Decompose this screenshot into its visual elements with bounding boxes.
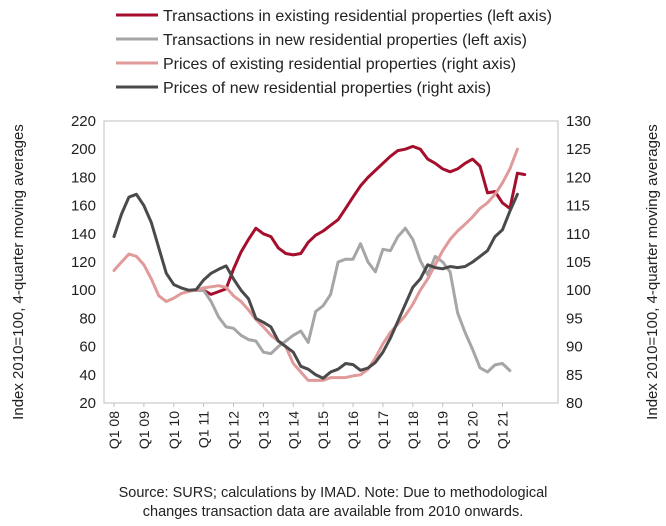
series-line-transactions-in-new-residential-properties: [194, 226, 512, 374]
y-right-tick-label: 95: [566, 310, 583, 327]
y-left-tick-label: 120: [71, 254, 96, 271]
series-line-prices-of-new-residential-properties: [112, 192, 519, 380]
series-layer: [112, 144, 527, 382]
series-line-prices-of-existing-residential-properties: [112, 147, 519, 382]
y-left-tick-label: 140: [71, 226, 96, 243]
y-right-tick-label: 125: [566, 141, 591, 158]
y-left-tick-label: 220: [71, 113, 96, 130]
x-tick-label: Q1 09: [136, 411, 152, 449]
x-tick-label: Q1 15: [315, 411, 331, 449]
y-left-tick-label: 40: [79, 367, 96, 384]
x-tick-label: Q1 10: [166, 411, 182, 449]
x-tick-label: Q1 08: [106, 411, 122, 449]
y-right-tick-label: 90: [566, 339, 583, 356]
y-left-tick-label: 200: [71, 141, 96, 158]
legend-label: Prices of new residential properties (ri…: [163, 80, 491, 97]
y-right-tick-label: 85: [566, 367, 583, 384]
series-line-transactions-in-existing-residential-properties: [194, 144, 527, 296]
x-tick-label: Q1 14: [285, 411, 301, 449]
y-left-tick-label: 80: [79, 310, 96, 327]
x-tick-label: Q1 19: [435, 411, 451, 449]
y-left-tick-label: 100: [71, 282, 96, 299]
y-axis-right-title: Index 2010=100, 4-quarter moving average…: [644, 124, 661, 420]
plot-frame: [103, 120, 559, 404]
legend: Transactions in existing residential pro…: [116, 8, 552, 97]
legend-label: Prices of existing residential propertie…: [163, 56, 516, 73]
y-left-tick-label: 160: [71, 198, 96, 215]
y-right-tick-label: 100: [566, 282, 591, 299]
y-right-tick-label: 115: [566, 198, 590, 215]
y-axis-left-title: Index 2010=100, 4-quarter moving average…: [10, 124, 27, 420]
x-tick-label: Q1 12: [226, 411, 242, 449]
legend-label: Transactions in new residential properti…: [163, 32, 527, 49]
axes: 20 40 60 80 100 120 140 160 180 200 220 80 85 90 95 100…: [71, 113, 591, 449]
x-tick-label: Q1 17: [375, 411, 391, 449]
legend-label: Transactions in existing residential pro…: [163, 8, 552, 25]
y-left-tick-label: 20: [79, 395, 96, 412]
chart: Transactions in existing residential pro…: [10, 8, 661, 449]
x-tick-label: Q1 21: [494, 411, 510, 449]
x-tick-label: Q1 20: [465, 411, 481, 449]
x-tick-label: Q1 13: [255, 411, 271, 449]
source-note: Source: SURS; calculations by IMAD. Note…: [0, 484, 666, 522]
source-note-line-1: Source: SURS; calculations by IMAD. Note…: [118, 485, 548, 501]
x-tick-label: Q1 11: [196, 411, 212, 448]
y-right-tick-label: 80: [566, 395, 583, 412]
y-left-tick-label: 180: [71, 169, 96, 186]
y-right-tick-label: 120: [566, 169, 591, 186]
x-tick-label: Q1 18: [405, 411, 421, 449]
y-right-tick-label: 130: [566, 113, 591, 130]
x-tick-label: Q1 16: [345, 411, 361, 449]
source-note-line-2: changes transaction data are available f…: [142, 504, 524, 520]
y-right-tick-label: 105: [566, 254, 591, 271]
y-left-tick-label: 60: [79, 339, 96, 356]
y-right-tick-label: 110: [566, 226, 590, 243]
